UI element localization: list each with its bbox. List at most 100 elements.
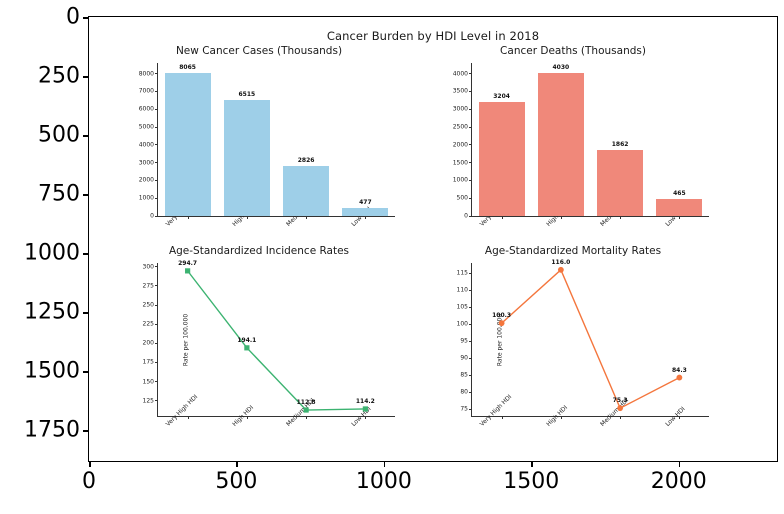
panel-incidence-rates: Age-Standardized Incidence Rates Rate pe… — [115, 245, 403, 457]
bar: 1862 — [597, 141, 644, 216]
y-tick-label: 2500 — [452, 123, 468, 131]
y-tick-mark — [155, 215, 158, 217]
y-tick-mark — [155, 126, 158, 128]
x-tick-mark — [306, 216, 308, 219]
outer-y-tick-mark — [83, 193, 89, 196]
y-tick-label: 0 — [464, 212, 468, 220]
y-tick-label: 4000 — [138, 141, 154, 149]
x-tick-mark — [365, 216, 367, 219]
outer-y-tick-label: 0 — [66, 4, 80, 30]
y-tick-mark — [155, 323, 158, 325]
y-tick-label: 7000 — [138, 87, 154, 95]
outer-x-tick-label: 2000 — [650, 469, 707, 494]
y-tick-label: 100 — [456, 320, 468, 328]
panel-title-new-cancer-cases: New Cancer Cases (Thousands) — [175, 45, 343, 57]
outer-y-tick-mark — [83, 252, 89, 255]
y-tick-label: 125 — [142, 397, 154, 405]
y-tick-label: 175 — [142, 358, 154, 366]
outer-x-tick-label: 0 — [82, 469, 96, 494]
outer-y-tick-mark — [83, 134, 89, 137]
point-value-label: 84.3 — [671, 366, 687, 374]
bar-value-label: 3204 — [493, 93, 510, 100]
outer-y-tick-mark — [83, 311, 89, 314]
y-tick-mark — [469, 374, 472, 376]
y-tick-mark — [155, 285, 158, 287]
plot-area-incidence-rates: Rate per 100,000 125 150 175 200 225 250 275 30… — [143, 260, 395, 428]
line-series — [185, 268, 368, 413]
y-tick-mark — [469, 179, 472, 181]
x-tick-mark — [679, 416, 681, 419]
bar-value-label: 8065 — [179, 63, 196, 71]
y-tick-label: 150 — [142, 378, 154, 386]
y-tick-label: 105 — [456, 303, 468, 311]
outer-x-tick-label: 500 — [215, 469, 258, 494]
outer-y-tick-mark — [83, 75, 89, 78]
x-tick-mark — [306, 416, 308, 419]
x-tick-mark — [246, 416, 248, 419]
y-tick-mark — [155, 197, 158, 199]
panel-title-cancer-deaths: Cancer Deaths (Thousands) — [500, 45, 646, 57]
point-value-label: 194.1 — [237, 336, 257, 344]
y-tick-label: 275 — [142, 282, 154, 290]
panel-title-mortality-rates: Age-Standardized Mortality Rates — [484, 245, 662, 257]
panel-mortality-rates: Age-Standardized Mortality Rates Rate pe… — [429, 245, 717, 457]
bar-value-label: 6515 — [238, 91, 256, 99]
bar-value-label: 465 — [673, 190, 686, 198]
y-tick-label: 3500 — [452, 87, 468, 95]
figure-suptitle: Cancer Burden by HDI Level in 2018 — [326, 29, 540, 43]
y-tick-mark — [469, 289, 472, 291]
y-tick-label: 115 — [456, 269, 468, 277]
outer-x-tick-mark — [531, 461, 533, 467]
y-tick-label: 2000 — [452, 141, 468, 149]
x-tick-mark — [365, 416, 367, 419]
x-tick-mark — [620, 416, 622, 419]
y-tick-label: 85 — [460, 371, 468, 379]
outer-y-tick-label: 1000 — [24, 240, 80, 266]
y-tick-label: 110 — [456, 286, 468, 294]
x-tick-mark — [560, 216, 562, 219]
x-tick-mark — [187, 216, 189, 219]
y-tick-label: 8000 — [138, 70, 154, 78]
outer-x-tick-label: 1500 — [503, 469, 560, 494]
y-tick-mark — [469, 108, 472, 110]
bar-value-label: 477 — [359, 198, 372, 206]
y-tick-label: 200 — [142, 339, 154, 347]
outer-y-tick-mark — [83, 370, 89, 373]
bar: 6515 — [223, 91, 270, 216]
y-tick-mark — [469, 197, 472, 199]
y-tick-mark — [155, 361, 158, 363]
y-tick-mark — [155, 266, 158, 268]
y-tick-mark — [469, 90, 472, 92]
outer-x-tick-mark — [678, 461, 681, 467]
bar: 3204 — [478, 93, 525, 216]
y-tick-mark — [155, 304, 158, 306]
y-tick-label: 5000 — [138, 123, 154, 131]
y-tick-mark — [469, 340, 472, 342]
point-value-label: 112.8 — [296, 399, 316, 407]
outer-y-tick-label: 1750 — [24, 417, 80, 443]
point-value-label: 116.0 — [551, 258, 571, 266]
outer-x-tick-label: 1000 — [355, 469, 412, 494]
y-tick-mark — [469, 73, 472, 75]
bar: 8065 — [164, 64, 211, 216]
y-tick-mark — [469, 357, 472, 359]
outer-y-tick-label: 500 — [38, 122, 80, 148]
x-tick-mark — [679, 216, 681, 219]
outer-y-tick-mark — [83, 17, 89, 19]
plot-area-mortality-rates: Rate per 100,000 75 80 85 90 95 100 105 110 115 V… — [457, 259, 709, 428]
outer-x-tick-mark — [383, 461, 386, 467]
outer-x-tick-mark — [89, 461, 91, 467]
y-tick-label: 80 — [460, 388, 468, 396]
plot-area-cancer-deaths: Thousands 050010001500200025003000350040… — [453, 63, 709, 228]
point-value-label: 100.3 — [492, 312, 512, 320]
y-tick-label: 2000 — [138, 176, 154, 184]
y-tick-label: 1500 — [452, 159, 468, 167]
y-tick-mark — [155, 400, 158, 402]
y-tick-label: 6000 — [138, 105, 154, 113]
y-tick-mark — [469, 408, 472, 410]
outer-image-axes: Cancer Burden by HDI Level in 2018 New C… — [24, 5, 778, 494]
bar-value-label: 4030 — [552, 63, 570, 71]
outer-y-tick-label: 1250 — [24, 299, 80, 325]
y-tick-mark — [469, 323, 472, 325]
y-tick-mark — [155, 73, 158, 75]
